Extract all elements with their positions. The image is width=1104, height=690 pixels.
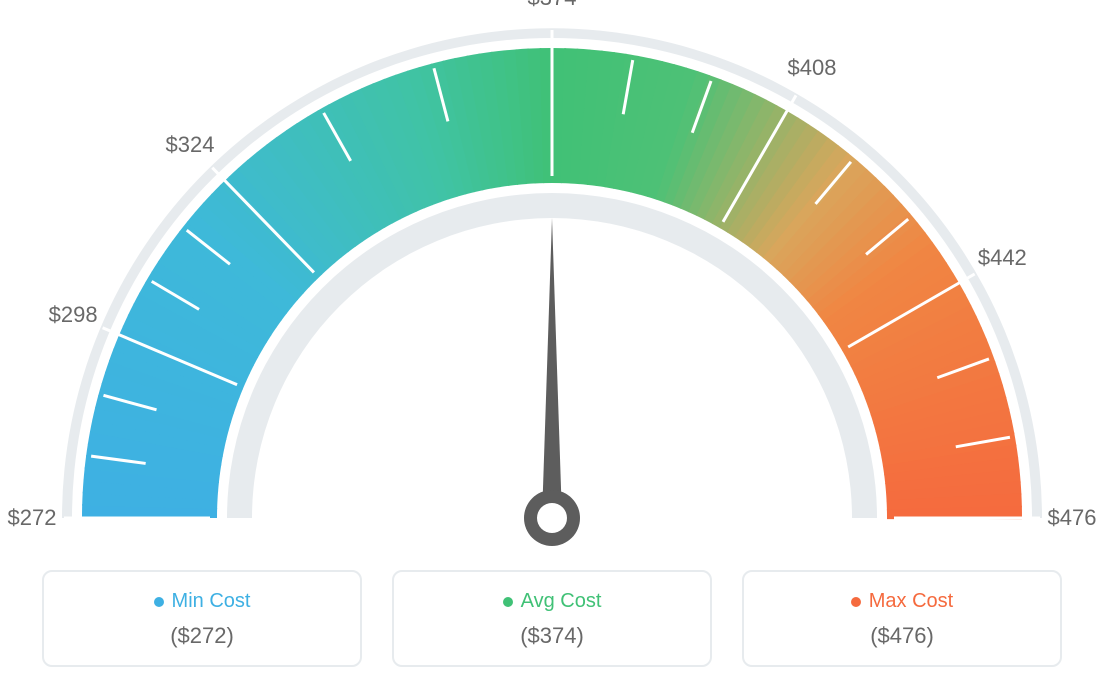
dot-icon <box>503 597 513 607</box>
gauge-svg <box>0 0 1104 560</box>
legend-row: Min Cost ($272) Avg Cost ($374) Max Cost… <box>0 570 1104 667</box>
gauge-tick-label: $298 <box>49 302 98 328</box>
legend-min-label: Min Cost <box>154 590 251 613</box>
legend-max-label: Max Cost <box>851 590 953 613</box>
dot-icon <box>154 597 164 607</box>
legend-min: Min Cost ($272) <box>42 570 362 667</box>
legend-max-text: Max Cost <box>869 590 953 613</box>
gauge-tick-label: $476 <box>1048 505 1097 531</box>
cost-gauge: $272 $298 $324 $374 $408 $442 $476 <box>0 0 1104 560</box>
legend-avg-value: ($374) <box>394 623 710 649</box>
gauge-tick-label: $442 <box>978 245 1027 271</box>
legend-max: Max Cost ($476) <box>742 570 1062 667</box>
legend-min-value: ($272) <box>44 623 360 649</box>
gauge-tick-label: $408 <box>788 55 837 81</box>
gauge-tick-label: $324 <box>166 132 215 158</box>
legend-avg-label: Avg Cost <box>503 590 602 613</box>
legend-min-text: Min Cost <box>172 590 251 613</box>
dot-icon <box>851 597 861 607</box>
gauge-tick-label: $374 <box>528 0 577 11</box>
legend-max-value: ($476) <box>744 623 1060 649</box>
legend-avg: Avg Cost ($374) <box>392 570 712 667</box>
legend-avg-text: Avg Cost <box>521 590 602 613</box>
gauge-tick-label: $272 <box>8 505 57 531</box>
